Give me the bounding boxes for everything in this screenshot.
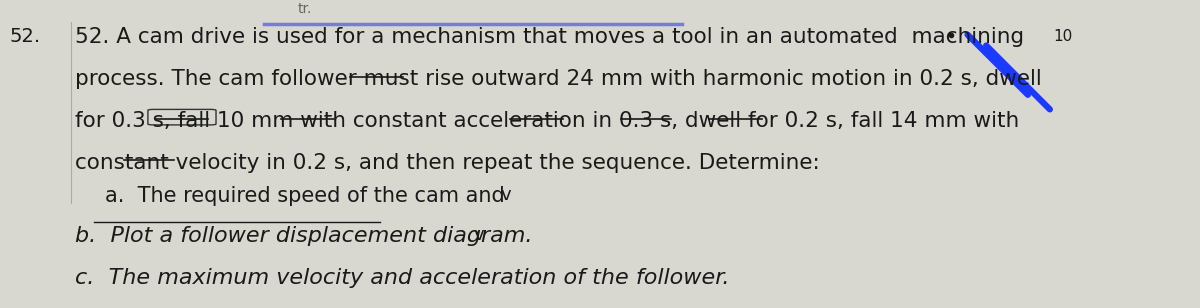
Text: 52.: 52. [10,27,41,46]
Text: v: v [473,226,484,244]
Text: tr.: tr. [298,2,312,16]
Text: 10: 10 [1054,29,1073,44]
Text: process. The cam follower must rise outward 24 mm with harmonic motion in 0.2 s,: process. The cam follower must rise outw… [76,69,1042,89]
Text: v: v [500,186,511,204]
Text: b.  Plot a follower displacement diagram.: b. Plot a follower displacement diagram. [76,226,533,246]
Text: constant velocity in 0.2 s, and then repeat the sequence. Determine:: constant velocity in 0.2 s, and then rep… [76,153,820,173]
Text: a.  The required speed of the cam and: a. The required speed of the cam and [106,186,505,206]
Text: c.  The maximum velocity and acceleration of the follower.: c. The maximum velocity and acceleration… [76,268,730,288]
Text: for 0.3 s, fall 10 mm with constant acceleration in 0.3 s, dwell for 0.2 s, fall: for 0.3 s, fall 10 mm with constant acce… [76,111,1020,131]
Text: 52. A cam drive is used for a mechanism that moves a tool in an automated  machi: 52. A cam drive is used for a mechanism … [76,27,1025,47]
